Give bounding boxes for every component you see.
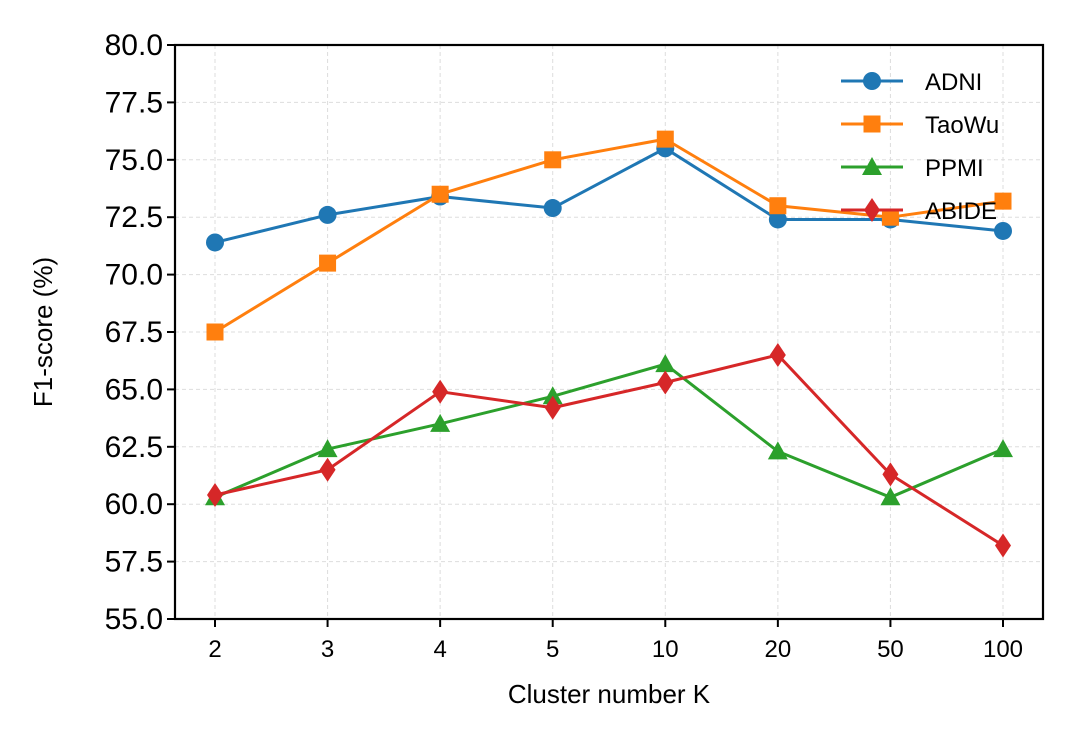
grid-lines (175, 44, 1043, 620)
data-point-adni (994, 221, 1012, 240)
data-point-taowu (994, 192, 1012, 210)
series-line-ppmi (214, 362, 1004, 499)
series-adni (206, 139, 1012, 252)
data-point-taowu (431, 185, 449, 203)
legend-marker-ppmi (862, 157, 882, 175)
x-tick-label: 20 (765, 636, 792, 663)
data-point-taowu (769, 197, 787, 215)
data-point-taowu (544, 151, 562, 169)
x-tick-label: 10 (652, 636, 679, 663)
data-point-taowu (656, 130, 674, 148)
data-point-taowu (319, 254, 337, 272)
x-tick-label: 4 (433, 636, 446, 663)
data-point-abide (995, 533, 1011, 558)
y-tick-label: 77.5 (105, 86, 163, 119)
x-axis-ticks: 2 3 4 5 10 20 50 100 (208, 619, 1023, 663)
y-tick-label: 75.0 (105, 144, 163, 177)
data-point-adni (768, 210, 787, 229)
y-tick-label: 70.0 (105, 259, 163, 292)
legend-item-adni: ADNI (841, 69, 982, 96)
legend-marker-taowu (863, 115, 881, 133)
x-tick-label: 2 (208, 636, 221, 663)
data-point-ppmi (542, 386, 563, 405)
y-tick-label: 55.0 (105, 603, 163, 636)
legend-label-taowu: TaoWu (925, 112, 999, 139)
series-line-adni (214, 146, 1004, 244)
data-point-abide (207, 483, 223, 508)
series-abide (207, 342, 1011, 558)
data-point-ppmi (767, 441, 788, 460)
y-axis-label: F1-score (%) (28, 257, 58, 407)
x-tick-label: 50 (877, 636, 904, 663)
y-tick-label: 72.5 (105, 201, 163, 234)
x-tick-label: 5 (546, 636, 559, 663)
data-point-ppmi (317, 439, 338, 458)
legend-marker-abide (864, 198, 880, 222)
y-tick-label: 80.0 (105, 29, 163, 62)
data-point-ppmi (993, 439, 1013, 458)
y-tick-label: 65.0 (105, 373, 163, 406)
x-tick-label: 100 (983, 636, 1023, 663)
data-point-ppmi (430, 413, 451, 432)
legend-item-taowu: TaoWu (841, 112, 999, 139)
legend-marker-adni (863, 72, 881, 90)
y-axis-ticks: 55.0 57.5 60.0 62.5 65.0 67.5 70.0 72.5 75.0 77.5… (105, 29, 175, 636)
data-point-abide (319, 457, 336, 482)
data-point-ppmi (655, 354, 676, 373)
x-tick-label: 3 (321, 636, 334, 663)
data-point-abide (882, 462, 899, 487)
legend-item-ppmi: PPMI (841, 155, 984, 182)
legend: ADNI TaoWu PPMI ABIDE (841, 69, 999, 225)
legend-label-abide: ABIDE (925, 198, 997, 225)
data-point-abide (544, 395, 561, 420)
data-point-adni (318, 205, 337, 224)
data-point-taowu (206, 323, 224, 341)
data-point-abide (657, 370, 674, 395)
data-point-abide (769, 342, 786, 367)
data-point-ppmi (880, 487, 901, 506)
legend-item-abide: ABIDE (841, 198, 997, 225)
series-layer (205, 130, 1013, 558)
x-axis-label: Cluster number K (508, 679, 711, 709)
legend-label-ppmi: PPMI (925, 155, 984, 182)
series-line-abide (214, 353, 1004, 547)
y-tick-label: 62.5 (105, 431, 163, 464)
y-tick-label: 57.5 (105, 546, 163, 579)
legend-label-adni: ADNI (925, 69, 982, 96)
data-point-abide (432, 379, 449, 404)
data-point-adni (206, 233, 224, 252)
y-tick-label: 60.0 (105, 488, 163, 521)
data-point-taowu (881, 208, 899, 226)
y-tick-label: 67.5 (105, 316, 163, 349)
data-point-adni (543, 199, 562, 218)
